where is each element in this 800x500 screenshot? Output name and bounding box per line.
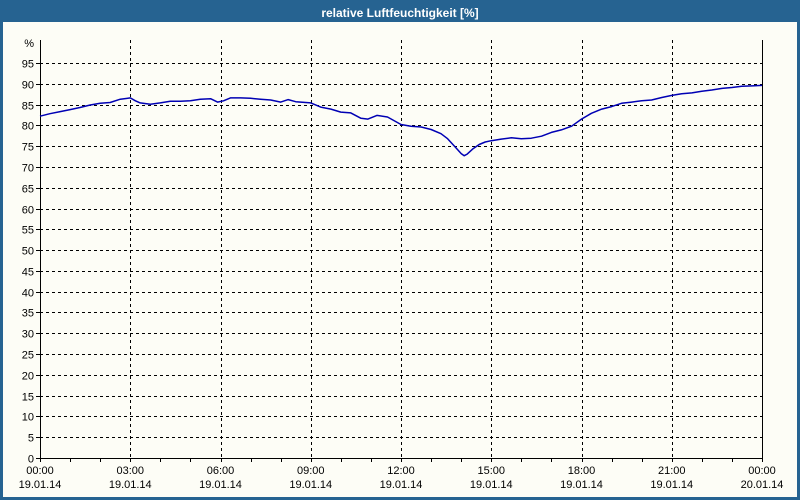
x-tick-time-label: 00:00 — [748, 465, 776, 477]
x-tick-date-label: 19.01.14 — [199, 479, 242, 491]
axes — [36, 40, 763, 462]
y-tick-label: 75 — [22, 142, 34, 154]
y-tick-label: 0 — [28, 454, 34, 466]
y-tick-label: 55 — [22, 225, 34, 237]
humidity-chart: 0 5 10 15 20 25 30 35 40 45 50 55 60 65 70 75 80 85 90 95% 0… — [19, 38, 784, 491]
x-tick-time-label: 12:00 — [387, 465, 415, 477]
y-tick-label: 35 — [22, 308, 34, 320]
y-tick-label: 90 — [22, 80, 34, 92]
y-tick-label: 45 — [22, 267, 34, 279]
axis-labels: 0 5 10 15 20 25 30 35 40 45 50 55 60 65 70 75 80 85 90 95% 0… — [19, 38, 784, 491]
y-tick-label: 5 — [28, 433, 34, 445]
x-tick-time-label: 21:00 — [658, 465, 686, 477]
x-tick-date-label: 19.01.14 — [650, 479, 693, 491]
y-axis-unit-label: % — [24, 38, 34, 50]
y-tick-label: 65 — [22, 184, 34, 196]
y-tick-label: 15 — [22, 392, 34, 404]
y-tick-label: 10 — [22, 412, 34, 424]
gridlines — [40, 40, 762, 458]
x-tick-date-label: 19.01.14 — [470, 479, 513, 491]
y-tick-label: 20 — [22, 371, 34, 383]
y-tick-label: 85 — [22, 101, 34, 113]
humidity-line — [39, 84, 763, 157]
x-tick-date-label: 19.01.14 — [289, 479, 332, 491]
chart-area: 0 5 10 15 20 25 30 35 40 45 50 55 60 65 70 75 80 85 90 95% 0… — [3, 22, 797, 497]
x-tick-date-label: 19.01.14 — [109, 479, 152, 491]
y-tick-label: 30 — [22, 329, 34, 341]
y-tick-label: 50 — [22, 246, 34, 258]
y-tick-label: 40 — [22, 288, 34, 300]
title-bar: relative Luftfeuchtigkeit [%] — [3, 3, 797, 22]
x-tick-date-label: 20.01.14 — [741, 479, 784, 491]
y-tick-label: 25 — [22, 350, 34, 362]
x-tick-time-label: 15:00 — [477, 465, 505, 477]
x-tick-date-label: 19.01.14 — [560, 479, 603, 491]
x-tick-time-label: 03:00 — [116, 465, 144, 477]
y-tick-label: 95 — [22, 59, 34, 71]
x-tick-date-label: 19.01.14 — [19, 479, 62, 491]
y-tick-label: 80 — [22, 121, 34, 133]
x-tick-time-label: 00:00 — [26, 465, 54, 477]
x-tick-time-label: 18:00 — [568, 465, 596, 477]
x-tick-time-label: 09:00 — [297, 465, 325, 477]
x-tick-time-label: 06:00 — [207, 465, 235, 477]
y-tick-label: 60 — [22, 205, 34, 217]
x-tick-date-label: 19.01.14 — [380, 479, 423, 491]
window-title: relative Luftfeuchtigkeit [%] — [321, 5, 479, 20]
y-tick-label: 70 — [22, 163, 34, 175]
